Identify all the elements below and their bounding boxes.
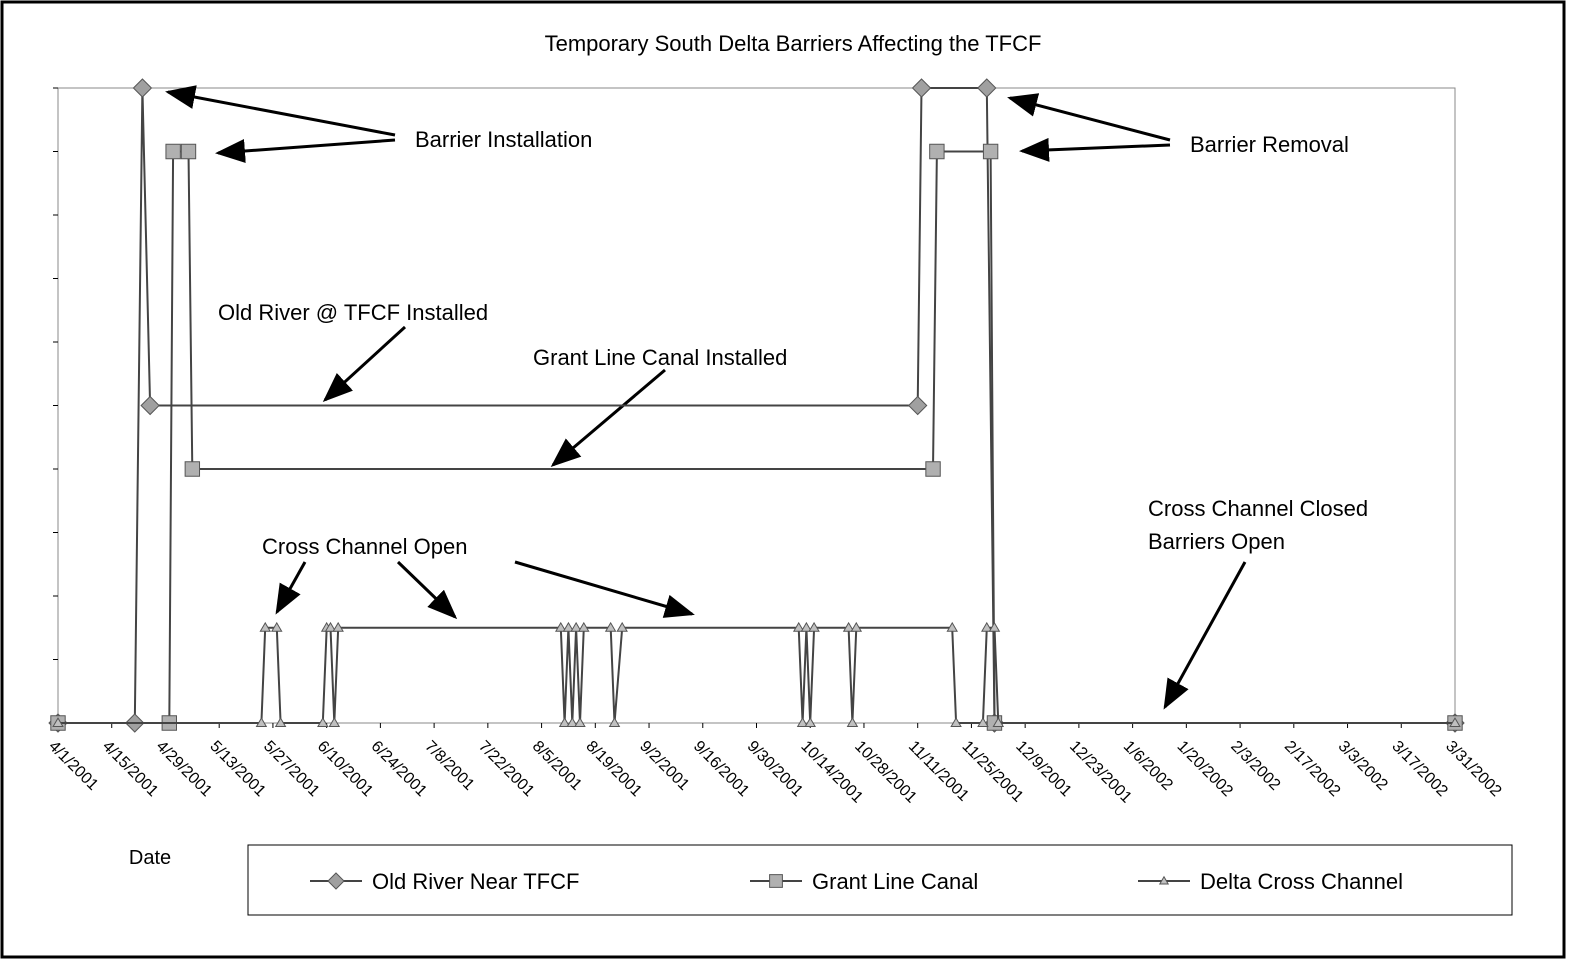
marker (566, 717, 579, 727)
marker (929, 143, 945, 160)
chart-title: Temporary South Delta Barriers Affecting… (545, 31, 1042, 56)
marker (184, 461, 201, 477)
marker (992, 717, 1005, 727)
arrow (1019, 137, 1171, 162)
marker (988, 621, 1001, 632)
arrow (550, 368, 666, 467)
annotation: Cross Channel Open (262, 534, 467, 559)
marker (270, 621, 283, 632)
marker (317, 717, 329, 727)
annotation: Grant Line Canal Installed (533, 345, 787, 370)
marker (850, 621, 863, 632)
marker (769, 874, 783, 888)
marker (977, 78, 997, 98)
marker (950, 717, 962, 727)
arrow (215, 138, 396, 163)
marker (1158, 875, 1170, 885)
marker (977, 717, 989, 727)
legend (247, 844, 1513, 916)
marker (180, 143, 197, 160)
marker (804, 717, 817, 727)
marker (800, 621, 813, 632)
arrow (165, 85, 396, 137)
arrow (322, 325, 407, 403)
marker (140, 395, 160, 416)
marker (946, 621, 959, 632)
marker (324, 621, 337, 632)
marker (981, 621, 993, 632)
marker (578, 621, 590, 632)
marker (796, 717, 809, 727)
marker (1449, 717, 1461, 727)
arrow (1007, 93, 1171, 142)
marker (570, 621, 582, 632)
marker (842, 621, 855, 632)
annotation: Barrier Removal (1190, 132, 1349, 157)
marker (132, 78, 153, 98)
marker (554, 621, 567, 632)
marker (558, 717, 571, 727)
marker (616, 621, 628, 632)
legend-label: Grant Line Canal (812, 869, 978, 894)
annotation: Old River @ TFCF Installed (218, 300, 488, 325)
marker (274, 717, 287, 727)
arrow (1163, 561, 1247, 710)
series (52, 621, 1461, 727)
marker (328, 717, 341, 727)
marker (332, 621, 344, 632)
marker (52, 717, 64, 727)
series-line (58, 150, 1455, 724)
marker (255, 717, 268, 727)
x-axis-title: Date (129, 847, 171, 869)
marker (846, 717, 859, 727)
marker (574, 717, 586, 727)
marker (792, 621, 805, 632)
marker (907, 395, 928, 416)
marker (808, 621, 820, 632)
frame (0, 0, 1566, 959)
legend-label: Delta Cross Channel (1200, 869, 1403, 894)
annotation-arrows (165, 85, 1247, 710)
arrow (514, 560, 695, 618)
marker (925, 461, 941, 477)
marker (165, 143, 181, 160)
annotation: Barriers Open (1148, 529, 1285, 554)
marker (562, 621, 575, 632)
marker (327, 872, 345, 890)
marker (604, 621, 617, 632)
annotation: Barrier Installation (415, 127, 592, 152)
arrow (396, 560, 458, 620)
annotation: Cross Channel Closed (1148, 496, 1368, 521)
legend-label: Old River Near TFCF (372, 869, 579, 894)
marker (911, 78, 932, 98)
marker (608, 717, 621, 727)
marker (259, 621, 272, 632)
marker (982, 143, 999, 160)
arrow (275, 561, 307, 615)
